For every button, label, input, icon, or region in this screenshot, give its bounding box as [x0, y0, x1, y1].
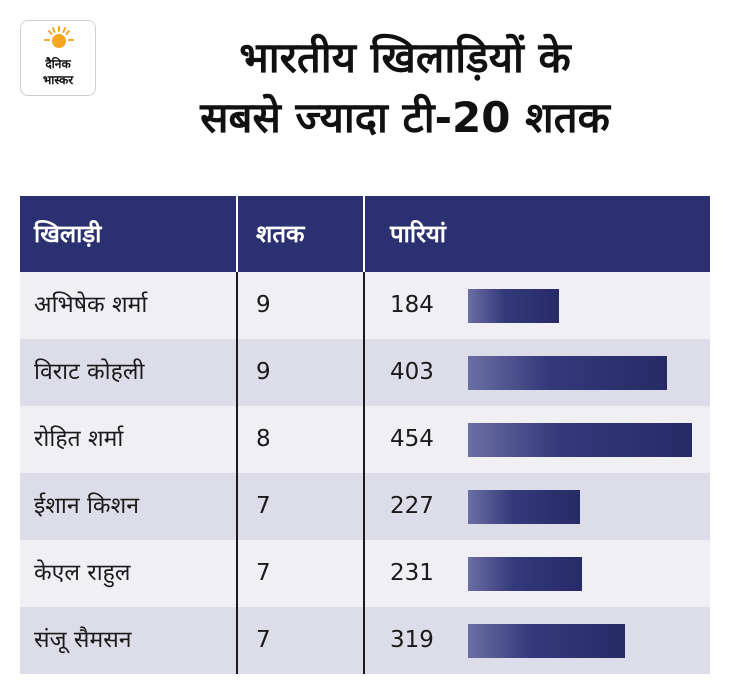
chart-title: भारतीय खिलाड़ियों के सबसे ज्यादा टी-20 श…	[95, 28, 715, 148]
centuries-value: 7	[256, 560, 271, 586]
logo-text-line1: दैनिक	[45, 57, 71, 71]
table-header: खिलाड़ी शतक पारियां	[20, 196, 710, 272]
centuries-value: 9	[256, 292, 271, 318]
column-divider	[363, 196, 365, 272]
column-divider	[236, 196, 238, 272]
header-centuries: शतक	[256, 220, 305, 248]
stats-table: खिलाड़ी शतक पारियां अभिषेक शर्मा 9 184 विरा…	[20, 196, 710, 674]
innings-bar	[468, 624, 625, 658]
innings-value: 454	[390, 426, 434, 452]
table-row: संजू सैमसन 7 319	[20, 607, 710, 674]
logo-text-line2: भास्कर	[42, 73, 74, 87]
chart-title-line1: भारतीय खिलाड़ियों के	[239, 33, 571, 82]
table-row: रोहित शर्मा 8 454	[20, 406, 710, 473]
player-name: ईशान किशन	[34, 493, 139, 519]
header-player: खिलाड़ी	[34, 220, 102, 248]
player-name: केएल राहुल	[34, 560, 131, 586]
innings-value: 184	[390, 292, 434, 318]
player-name: रोहित शर्मा	[34, 426, 124, 452]
centuries-value: 7	[256, 627, 271, 653]
innings-value: 227	[390, 493, 434, 519]
table-body: अभिषेक शर्मा 9 184 विराट कोहली 9 403 रोहित शर्…	[20, 272, 710, 674]
innings-bar	[468, 356, 667, 390]
column-divider	[363, 272, 365, 674]
innings-bar	[468, 423, 692, 457]
player-name: विराट कोहली	[34, 359, 145, 385]
innings-bar	[468, 557, 582, 591]
header-innings: पारियां	[390, 220, 447, 248]
innings-value: 231	[390, 560, 434, 586]
innings-bar	[468, 490, 580, 524]
table-row: केएल राहुल 7 231	[20, 540, 710, 607]
innings-value: 319	[390, 627, 434, 653]
player-name: अभिषेक शर्मा	[34, 292, 148, 318]
centuries-value: 7	[256, 493, 271, 519]
centuries-value: 9	[256, 359, 271, 385]
player-name: संजू सैमसन	[34, 627, 132, 653]
centuries-value: 8	[256, 426, 271, 452]
table-row: विराट कोहली 9 403	[20, 339, 710, 406]
column-divider	[236, 272, 238, 674]
chart-title-line2: सबसे ज्यादा टी-20 शतक	[200, 93, 610, 142]
table-row: अभिषेक शर्मा 9 184	[20, 272, 710, 339]
sun-icon	[44, 26, 74, 48]
brand-logo: दैनिक भास्कर	[20, 20, 96, 96]
innings-bar	[468, 289, 559, 323]
table-row: ईशान किशन 7 227	[20, 473, 710, 540]
innings-value: 403	[390, 359, 434, 385]
